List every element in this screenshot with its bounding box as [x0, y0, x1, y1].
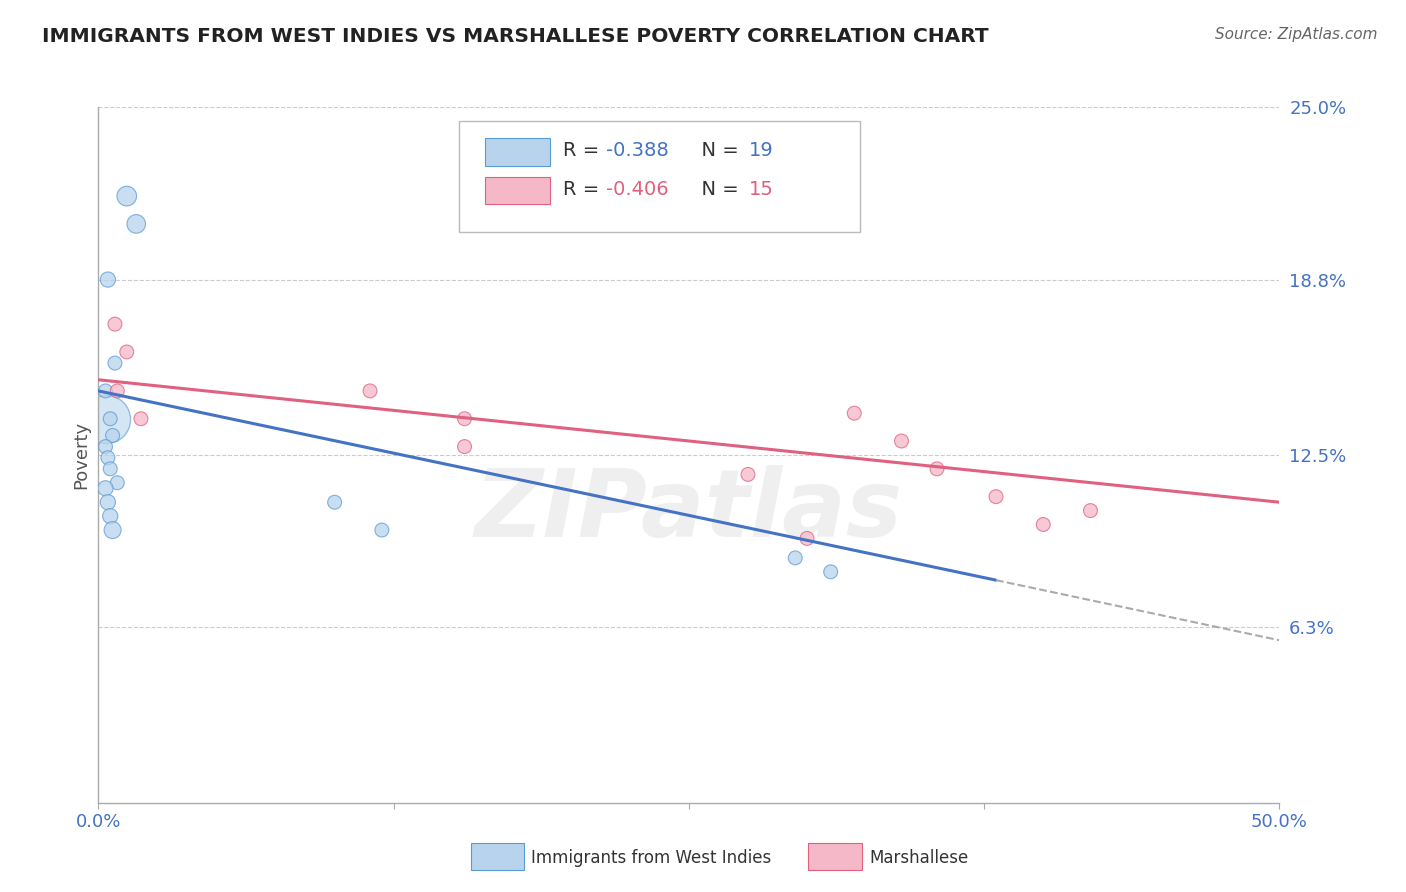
Text: Immigrants from West Indies: Immigrants from West Indies	[531, 849, 772, 867]
Text: -0.406: -0.406	[606, 179, 669, 199]
Point	[844, 406, 866, 420]
Text: R =: R =	[562, 179, 605, 199]
Point	[984, 490, 1007, 504]
Point	[97, 495, 120, 509]
Point	[125, 217, 148, 231]
Point	[104, 317, 127, 331]
Point	[129, 411, 152, 425]
Point	[98, 411, 121, 425]
Text: ZIPatlas: ZIPatlas	[475, 465, 903, 557]
Point	[94, 384, 117, 398]
Point	[101, 523, 124, 537]
Point	[115, 345, 138, 359]
Point	[98, 509, 121, 524]
Point	[371, 523, 394, 537]
Y-axis label: Poverty: Poverty	[72, 421, 90, 489]
Point	[94, 481, 117, 495]
Point	[98, 462, 121, 476]
Point	[785, 550, 807, 565]
FancyBboxPatch shape	[458, 121, 860, 232]
Point	[101, 428, 124, 442]
Text: IMMIGRANTS FROM WEST INDIES VS MARSHALLESE POVERTY CORRELATION CHART: IMMIGRANTS FROM WEST INDIES VS MARSHALLE…	[42, 27, 988, 45]
Text: Marshallese: Marshallese	[869, 849, 969, 867]
Text: N =: N =	[689, 179, 745, 199]
Point	[890, 434, 912, 448]
Point	[104, 356, 127, 370]
Point	[105, 475, 128, 490]
Point	[796, 532, 818, 546]
Point	[1032, 517, 1054, 532]
Point	[820, 565, 842, 579]
Point	[453, 411, 475, 425]
Point	[97, 450, 120, 465]
Text: 15: 15	[749, 179, 775, 199]
Point	[359, 384, 381, 398]
Point	[115, 189, 138, 203]
Point	[94, 440, 117, 454]
Point	[737, 467, 759, 482]
Text: N =: N =	[689, 141, 745, 161]
Point	[1080, 503, 1102, 517]
Point	[453, 440, 475, 454]
Point	[323, 495, 346, 509]
FancyBboxPatch shape	[485, 138, 550, 166]
Point	[925, 462, 948, 476]
Text: -0.388: -0.388	[606, 141, 669, 161]
Text: Source: ZipAtlas.com: Source: ZipAtlas.com	[1215, 27, 1378, 42]
Point	[105, 384, 128, 398]
Point	[94, 411, 117, 425]
Text: 19: 19	[749, 141, 773, 161]
Point	[97, 272, 120, 286]
FancyBboxPatch shape	[485, 177, 550, 204]
Text: R =: R =	[562, 141, 605, 161]
